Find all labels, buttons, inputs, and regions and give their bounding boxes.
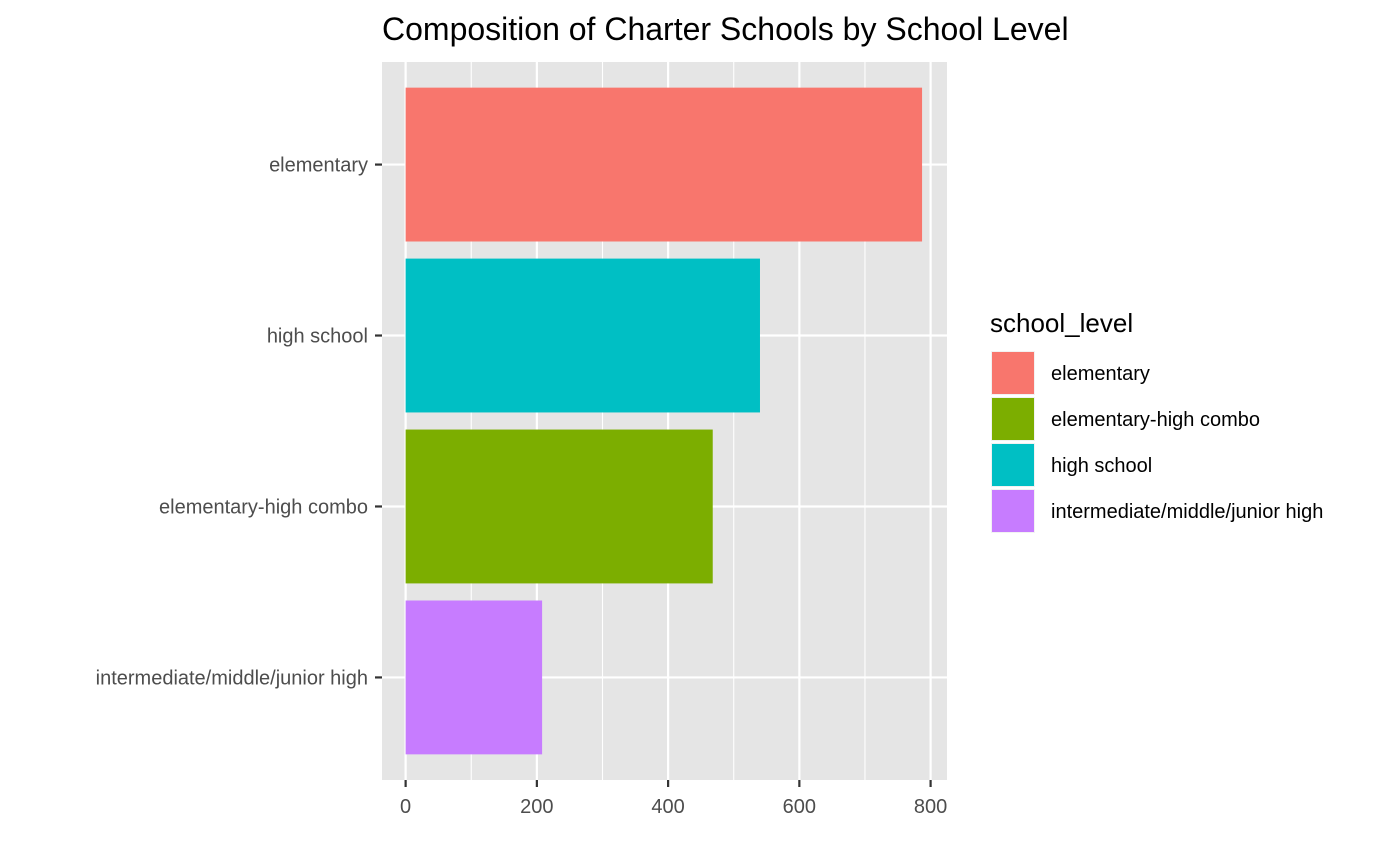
legend-swatch-intermediate-middle-junior-high [992,490,1034,532]
x-axis: 0 200 400 600 800 [400,780,947,818]
legend: school_level elementary elementary-high c… [990,308,1323,533]
x-tick-label: 0 [400,796,411,818]
legend-entries: elementary elementary-high combo high scho… [991,351,1323,533]
x-tick-label: 600 [783,796,816,818]
y-axis: elementary high school elementary-high com… [96,155,382,689]
y-tick-label: intermediate/middle/junior high [96,667,368,689]
legend-label: elementary-high combo [1051,409,1260,431]
bar-elementary-high-combo [405,429,713,584]
x-tick-label: 200 [520,796,553,818]
legend-label: intermediate/middle/junior high [1051,501,1323,523]
bar-high-school [405,258,760,413]
legend-swatch-elementary-high-combo [992,398,1034,440]
bars [405,87,923,755]
legend-label: high school [1051,455,1152,477]
x-tick-label: 800 [914,796,947,818]
legend-swatch-elementary [992,352,1034,394]
y-tick-label: elementary-high combo [159,496,368,518]
bar-elementary [405,87,923,242]
legend-title: school_level [990,308,1133,338]
bar-intermediate-middle-junior-high [405,600,543,755]
y-tick-label: elementary [269,155,368,177]
legend-label: elementary [1051,363,1150,385]
chart-title: Composition of Charter Schools by School… [382,11,1069,47]
legend-swatch-high-school [992,444,1034,486]
y-tick-label: high school [267,326,368,348]
x-tick-label: 400 [651,796,684,818]
